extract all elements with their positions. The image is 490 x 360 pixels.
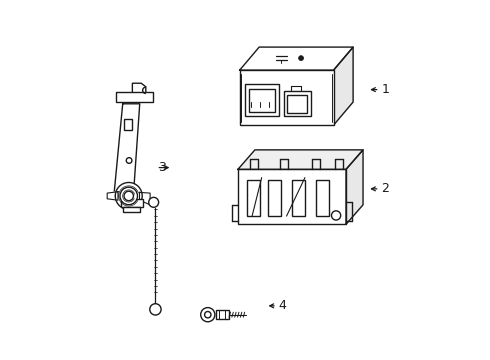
- Polygon shape: [238, 150, 363, 169]
- Circle shape: [331, 211, 341, 220]
- Text: 3: 3: [158, 161, 166, 174]
- Text: 1: 1: [381, 83, 390, 96]
- Bar: [238, 169, 346, 224]
- Polygon shape: [334, 47, 353, 125]
- Polygon shape: [114, 104, 140, 199]
- Bar: [216, 310, 229, 319]
- Bar: [116, 92, 153, 102]
- Bar: [316, 180, 329, 216]
- Circle shape: [205, 311, 211, 318]
- Bar: [268, 180, 281, 216]
- Bar: [248, 89, 275, 112]
- Circle shape: [124, 191, 133, 201]
- Bar: [245, 84, 279, 116]
- Circle shape: [148, 197, 159, 207]
- Bar: [284, 91, 311, 116]
- Polygon shape: [107, 192, 118, 200]
- Polygon shape: [238, 169, 346, 224]
- Text: 4: 4: [279, 299, 287, 312]
- Bar: [121, 199, 143, 207]
- Bar: [292, 180, 305, 216]
- Bar: [246, 180, 260, 216]
- Circle shape: [120, 187, 138, 205]
- Bar: [240, 70, 334, 125]
- Circle shape: [115, 183, 142, 210]
- Polygon shape: [140, 192, 150, 205]
- Circle shape: [298, 56, 303, 60]
- Circle shape: [150, 304, 161, 315]
- Polygon shape: [240, 47, 353, 70]
- Circle shape: [126, 158, 132, 163]
- Bar: [124, 119, 132, 130]
- Bar: [123, 207, 141, 212]
- Polygon shape: [346, 150, 363, 224]
- Bar: [287, 95, 307, 113]
- Text: 2: 2: [381, 183, 390, 195]
- Circle shape: [201, 307, 215, 322]
